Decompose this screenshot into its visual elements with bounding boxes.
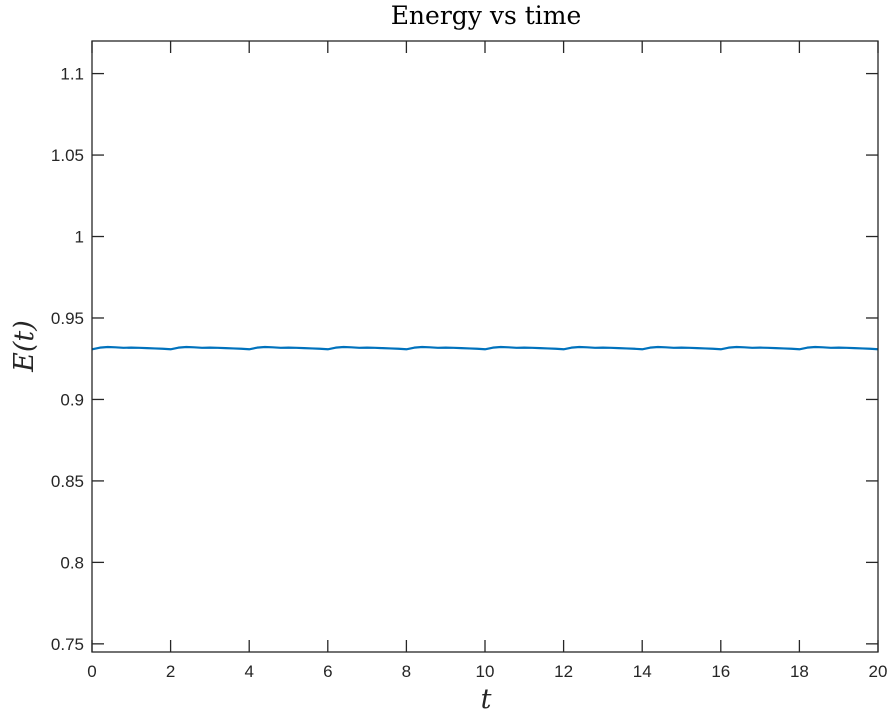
x-tick-label: 2 — [166, 662, 175, 681]
x-tick-label: 10 — [476, 662, 495, 681]
y-tick-label: 0.85 — [51, 472, 84, 491]
y-tick-label: 0.75 — [51, 635, 84, 654]
x-tick-label: 20 — [869, 662, 888, 681]
x-tick-label: 16 — [711, 662, 730, 681]
energy-series-line — [91, 345, 879, 351]
y-tick-label: 1.1 — [60, 65, 84, 84]
y-tick-labels: 0.75 0.8 0.85 0.9 0.95 1 1.05 1.1 — [51, 65, 84, 654]
y-tick-label: 0.9 — [60, 390, 84, 409]
y-tick-label: 1.05 — [51, 146, 84, 165]
x-tick-labels: 0 2 4 6 8 10 12 14 16 18 20 — [87, 662, 887, 681]
plot-area — [92, 41, 878, 652]
y-tick-label: 1 — [75, 228, 84, 247]
plot-box — [91, 40, 879, 653]
x-tick-label: 14 — [633, 662, 652, 681]
x-tick-label: 8 — [402, 662, 411, 681]
x-tick-label: 4 — [244, 662, 253, 681]
y-tick-label: 0.95 — [51, 309, 84, 328]
y-axis-label: E(t) — [9, 320, 40, 373]
y-tick-label: 0.8 — [60, 553, 84, 572]
x-axis-label: t — [481, 684, 492, 715]
x-tick-label: 12 — [554, 662, 573, 681]
x-tick-label: 0 — [87, 662, 96, 681]
x-tick-label: 18 — [790, 662, 809, 681]
chart-title: Energy vs time — [391, 1, 582, 30]
x-tick-label: 6 — [323, 662, 332, 681]
